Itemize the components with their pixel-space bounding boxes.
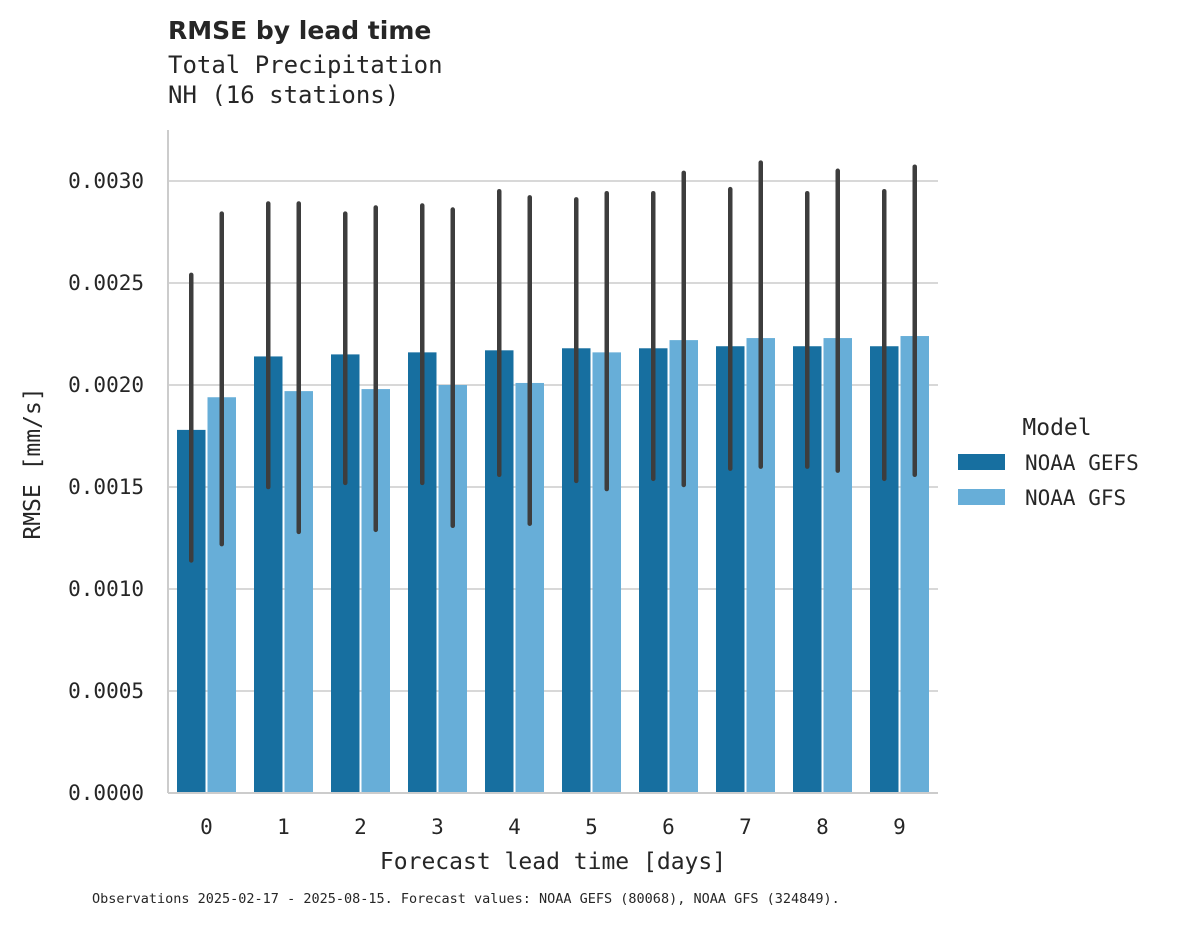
y-tick-label: 0.0020 bbox=[68, 373, 144, 397]
bars bbox=[177, 336, 929, 793]
x-tick-label: 5 bbox=[585, 815, 598, 839]
legend: Model NOAA GEFS NOAA GFS bbox=[958, 415, 1139, 510]
y-axis-label: RMSE [mm/s] bbox=[20, 387, 46, 539]
axes bbox=[167, 130, 938, 794]
chart-subtitle: Total Precipitation NH (16 stations) bbox=[168, 50, 443, 110]
x-tick-labels: 0 1 2 3 4 5 6 7 8 9 bbox=[200, 815, 906, 839]
footnote: Observations 2025-02-17 - 2025-08-15. Fo… bbox=[92, 891, 840, 907]
x-tick-label: 8 bbox=[816, 815, 829, 839]
legend-swatch-gfs bbox=[958, 489, 1005, 505]
subtitle-line-region: NH (16 stations) bbox=[168, 81, 400, 109]
y-tick-label: 0.0010 bbox=[68, 577, 144, 601]
x-tick-label: 9 bbox=[893, 815, 906, 839]
y-tick-label: 0.0005 bbox=[68, 679, 144, 703]
x-tick-label: 1 bbox=[277, 815, 290, 839]
y-tick-label: 0.0025 bbox=[68, 271, 144, 295]
x-tick-label: 6 bbox=[662, 815, 675, 839]
x-tick-label: 3 bbox=[431, 815, 444, 839]
grid-lines bbox=[168, 180, 938, 692]
legend-label-gfs: NOAA GFS bbox=[1025, 486, 1126, 510]
y-tick-label: 0.0030 bbox=[68, 169, 144, 193]
x-tick-label: 4 bbox=[508, 815, 521, 839]
x-axis-label: Forecast lead time [days] bbox=[380, 849, 726, 875]
chart-title: RMSE by lead time bbox=[168, 16, 432, 45]
x-tick-label: 7 bbox=[739, 815, 752, 839]
x-tick-label: 0 bbox=[200, 815, 213, 839]
y-tick-label: 0.0000 bbox=[68, 781, 144, 805]
subtitle-line-variable: Total Precipitation bbox=[168, 51, 443, 79]
y-tick-label: 0.0015 bbox=[68, 475, 144, 499]
legend-label-gefs: NOAA GEFS bbox=[1025, 451, 1139, 475]
legend-swatch-gefs bbox=[958, 454, 1005, 470]
y-tick-labels: 0.0000 0.0005 0.0010 0.0015 0.0020 0.0025 0.00… bbox=[68, 169, 144, 805]
legend-title: Model bbox=[1022, 415, 1091, 441]
x-tick-label: 2 bbox=[354, 815, 367, 839]
error-bars bbox=[189, 160, 917, 563]
